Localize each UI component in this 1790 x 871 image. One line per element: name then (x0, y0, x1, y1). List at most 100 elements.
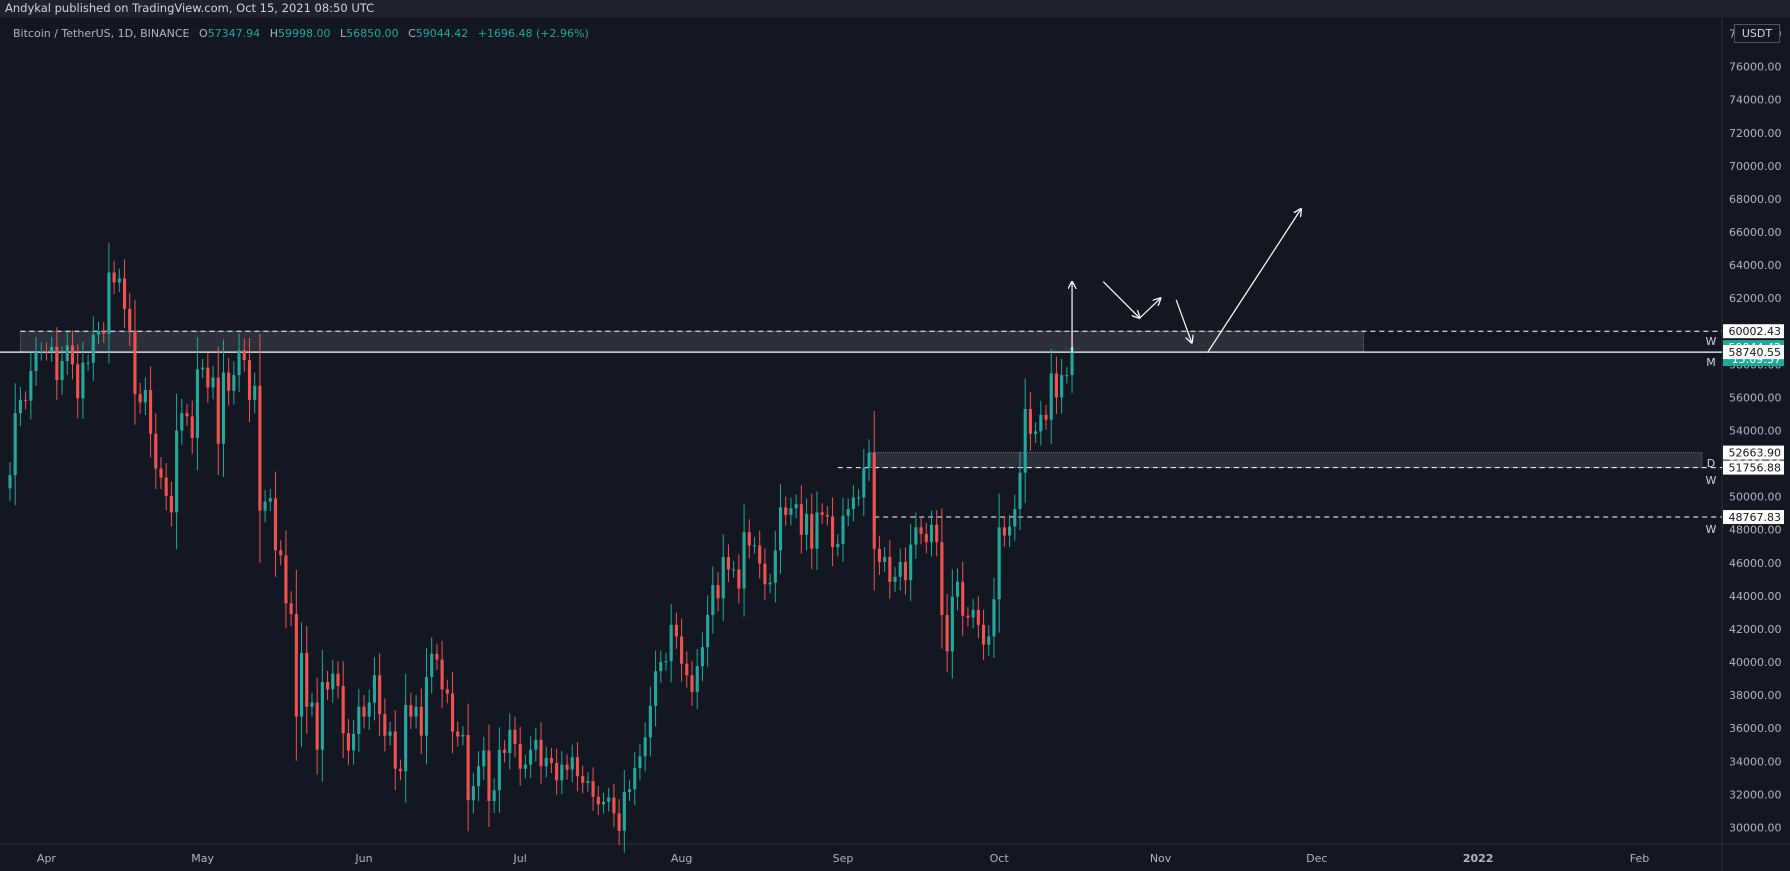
candle-body (138, 394, 142, 403)
price-chart[interactable]: 30000.00 32000.00 34000.00 36000.00 38000.00… (0, 17, 1790, 871)
candle-body (253, 385, 257, 400)
candle-body (612, 797, 616, 814)
candle-body (1054, 373, 1058, 398)
candle-body (732, 569, 736, 571)
candle-body (664, 661, 668, 663)
candle-body (539, 739, 543, 767)
candle-body (237, 350, 241, 376)
candle-body (456, 731, 460, 737)
candle-body (341, 686, 345, 734)
price-label-box (1723, 324, 1784, 339)
candle-body (997, 527, 1001, 600)
candle-body (737, 569, 741, 589)
candle-body (893, 576, 897, 582)
candle-body (1070, 347, 1074, 376)
level-tag: W (1706, 523, 1717, 536)
y-tick-label: 42000.00 (1729, 623, 1782, 636)
candle-body (180, 413, 184, 431)
level-tag: M (1706, 356, 1716, 369)
price-label-text: 60002.43 (1729, 325, 1782, 338)
candle-body (877, 548, 881, 562)
candle-body (752, 545, 757, 547)
candle-body (607, 797, 611, 802)
x-tick-label: May (191, 852, 214, 865)
x-tick-label: Oct (990, 852, 1010, 865)
candle-body (91, 334, 95, 363)
candle-body (575, 757, 580, 777)
candle-body (164, 477, 168, 496)
candle-body (659, 662, 663, 672)
candle-body (102, 331, 106, 334)
candle-body (638, 756, 642, 768)
symbol-legend: Bitcoin / TetherUS, 1D, BINANCE O57347.9… (13, 27, 589, 40)
candle-body (721, 557, 725, 599)
candle-body (242, 350, 246, 361)
candle-body (820, 512, 824, 515)
candle-body (758, 545, 762, 564)
y-tick-label: 48000.00 (1729, 524, 1782, 537)
candle-body (711, 585, 715, 615)
y-tick-label: 64000.00 (1729, 259, 1782, 272)
drawing-arrow (1102, 281, 1139, 318)
candle-body (950, 596, 954, 652)
y-tick-label: 50000.00 (1729, 491, 1782, 504)
candle-body (29, 370, 33, 401)
candle-body (935, 524, 939, 543)
candle-body (955, 581, 960, 597)
candle-body (294, 614, 298, 717)
candle-body (310, 702, 314, 707)
candle-body (846, 509, 850, 516)
candle-body (534, 739, 538, 750)
candle-body (34, 351, 38, 371)
candle-body (1008, 526, 1012, 536)
price-label-text: 52663.90 (1729, 447, 1782, 460)
candle-body (810, 514, 814, 549)
level-tag: D (1707, 457, 1715, 470)
y-tick-label: 56000.00 (1729, 391, 1782, 404)
y-tick-label: 44000.00 (1729, 590, 1782, 603)
drawing-arrow (1175, 299, 1192, 343)
candle-body (227, 372, 231, 391)
price-label-box (1723, 345, 1784, 360)
candle-body (492, 790, 496, 801)
candle-body (326, 681, 330, 690)
candle-body (726, 557, 731, 570)
candle-body (414, 706, 418, 717)
candle-body (518, 743, 522, 769)
candle-body (1039, 414, 1043, 432)
candle-body (815, 512, 819, 549)
candle-body (430, 653, 434, 677)
price-label-text: 51756.88 (1729, 462, 1782, 475)
close-label: C (408, 27, 416, 40)
candle-body (8, 475, 12, 489)
candle-body (680, 636, 684, 664)
candle-body (706, 614, 710, 648)
candle-body (940, 542, 944, 615)
candle-body (185, 413, 189, 417)
y-tick-label: 38000.00 (1729, 689, 1782, 702)
candle-body (1028, 408, 1032, 434)
candle-body (654, 671, 658, 706)
candle-body (872, 452, 876, 549)
candle-body (409, 705, 413, 717)
currency-button[interactable]: USDT (1734, 24, 1780, 43)
candle-body (1034, 431, 1038, 434)
candle-body (857, 497, 861, 499)
candle-body (919, 527, 923, 534)
zone-box (868, 452, 1703, 468)
y-tick-label: 70000.00 (1729, 160, 1782, 173)
candle-body (1044, 414, 1048, 420)
candle-body (461, 734, 465, 737)
candle-body (331, 673, 335, 690)
y-tick-label: 74000.00 (1729, 94, 1782, 107)
high-label: H (269, 27, 278, 40)
candle-body (555, 762, 559, 781)
candle-body (159, 468, 163, 478)
candle-body (529, 749, 533, 765)
candle-body (50, 346, 54, 352)
price-label-box (1723, 510, 1784, 525)
candle-body (836, 543, 840, 548)
candle-body (471, 786, 475, 801)
candle-body (201, 367, 205, 370)
x-tick-label: Aug (671, 852, 692, 865)
